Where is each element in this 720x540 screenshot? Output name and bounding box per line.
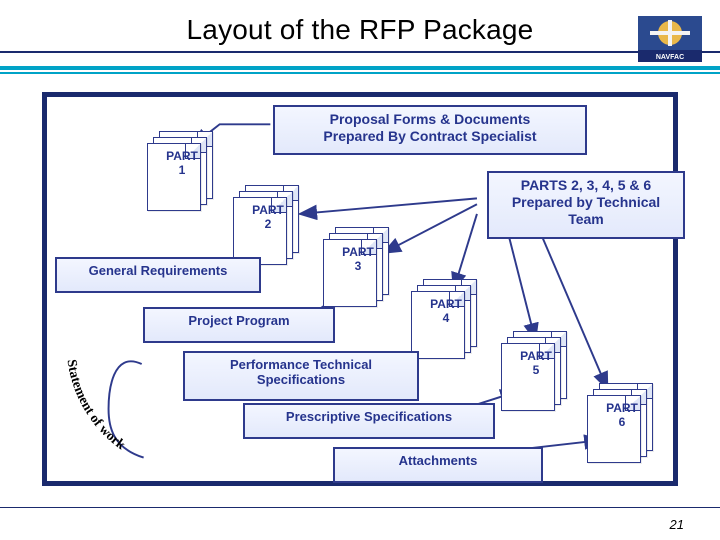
stack-label: PART 6 — [587, 401, 657, 429]
callout-perftech: Performance TechnicalSpecifications — [183, 351, 419, 401]
callout-line: Prepared by Technical — [497, 194, 675, 211]
callout-line: PARTS 2, 3, 4, 5 & 6 — [497, 177, 675, 194]
stack-label: PART 5 — [501, 349, 571, 377]
callout-program: Project Program — [143, 307, 335, 343]
callout-line: Project Program — [153, 313, 325, 328]
stack-label: PART 4 — [411, 297, 481, 325]
stack-part4: PART 4 — [411, 291, 481, 371]
footer-rule — [0, 507, 720, 508]
svg-text:NAVFAC: NAVFAC — [656, 54, 684, 61]
callout-parts26: PARTS 2, 3, 4, 5 & 6Prepared by Technica… — [487, 171, 685, 239]
stack-part6: PART 6 — [587, 395, 657, 475]
header-rule — [0, 72, 720, 74]
callout-general: General Requirements — [55, 257, 261, 293]
callout-line: General Requirements — [65, 263, 251, 278]
callout-line: Proposal Forms & Documents — [283, 111, 577, 128]
stack-label: PART 2 — [233, 203, 303, 231]
callout-line: Prepared By Contract Specialist — [283, 128, 577, 145]
callout-line: Specifications — [193, 372, 409, 387]
stack-part5: PART 5 — [501, 343, 571, 423]
callout-prescriptive: Prescriptive Specifications — [243, 403, 495, 439]
header-rule — [0, 66, 720, 70]
header-rule — [0, 51, 720, 53]
page-number: 21 — [670, 517, 684, 532]
callout-proposal: Proposal Forms & DocumentsPrepared By Co… — [273, 105, 587, 155]
callout-line: Prescriptive Specifications — [253, 409, 485, 424]
callout-line: Performance Technical — [193, 357, 409, 372]
callout-line: Team — [497, 211, 675, 228]
stack-part1: PART 1 — [147, 143, 217, 223]
stack-label: PART 3 — [323, 245, 393, 273]
callout-line: Attachments — [343, 453, 533, 468]
stack-label: PART 1 — [147, 149, 217, 177]
callout-attachments: Attachments — [333, 447, 543, 483]
navfac-logo: NAVFAC — [638, 16, 702, 67]
statement-of-work-label: Statement of work — [65, 358, 129, 452]
page-title: Layout of the RFP Package — [0, 14, 720, 46]
diagram-frame: Statement of work PART 1 PART 2 PART 3 PART … — [42, 92, 678, 486]
